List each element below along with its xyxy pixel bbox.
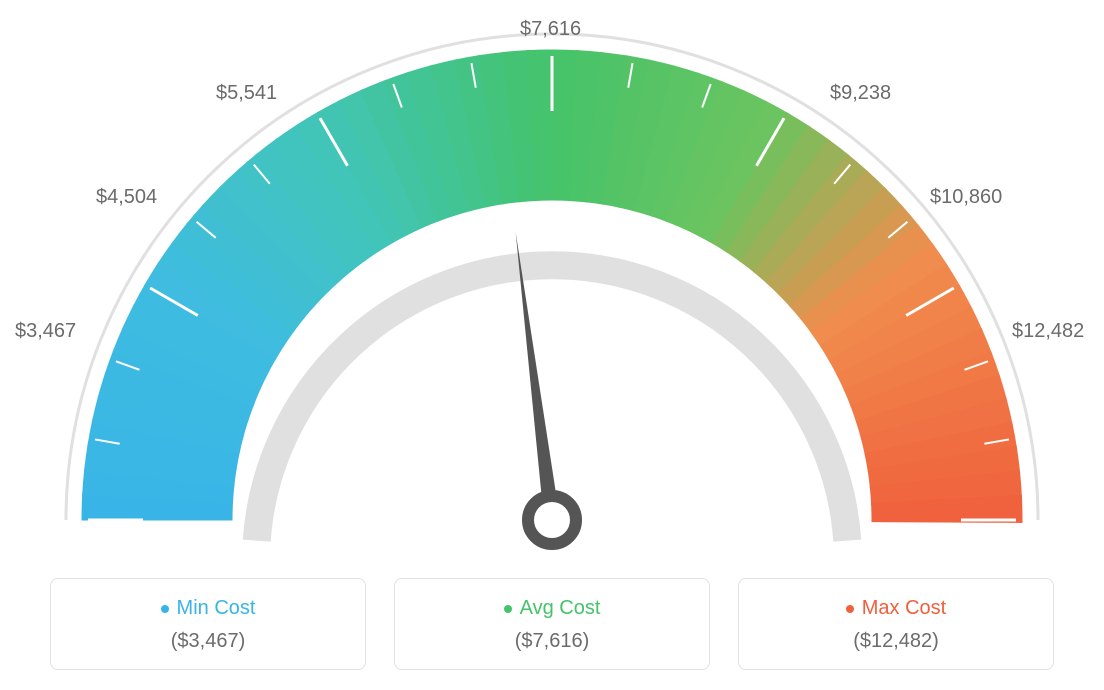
legend-avg-row: Avg Cost: [405, 597, 699, 620]
gauge-tick-label: $12,482: [1012, 320, 1084, 343]
legend-min-value: ($3,467): [61, 630, 355, 653]
dot-icon-max: [846, 605, 854, 613]
gauge-tick-label: $3,467: [15, 320, 76, 343]
gauge-tick-label: $9,238: [830, 82, 891, 105]
dot-icon-avg: [504, 605, 512, 613]
gauge-tick-label: $5,541: [216, 82, 277, 105]
gauge-tick-label: $7,616: [520, 18, 581, 41]
gauge-svg: [0, 0, 1104, 560]
dot-icon-min: [161, 605, 169, 613]
legend-max-value: ($12,482): [749, 630, 1043, 653]
legend-area: Min Cost ($3,467) Avg Cost ($7,616) Max …: [50, 578, 1054, 670]
gauge-color-arc: [82, 50, 1022, 522]
legend-min-label: Min Cost: [177, 597, 256, 620]
legend-card-avg: Avg Cost ($7,616): [394, 578, 710, 670]
gauge-area: $3,467 $4,504 $5,541 $7,616 $9,238 $10,860 $12…: [0, 0, 1104, 560]
legend-card-max: Max Cost ($12,482): [738, 578, 1054, 670]
legend-avg-value: ($7,616): [405, 630, 699, 653]
legend-min-row: Min Cost: [61, 597, 355, 620]
legend-max-row: Max Cost: [749, 597, 1043, 620]
cost-gauge-widget: $3,467 $4,504 $5,541 $7,616 $9,238 $10,860 $12…: [0, 0, 1104, 690]
legend-max-label: Max Cost: [862, 597, 946, 620]
legend-card-min: Min Cost ($3,467): [50, 578, 366, 670]
gauge-tick-label: $10,860: [930, 186, 1002, 209]
gauge-needle-hub: [528, 496, 576, 544]
gauge-tick-label: $4,504: [96, 186, 157, 209]
legend-avg-label: Avg Cost: [520, 597, 601, 620]
